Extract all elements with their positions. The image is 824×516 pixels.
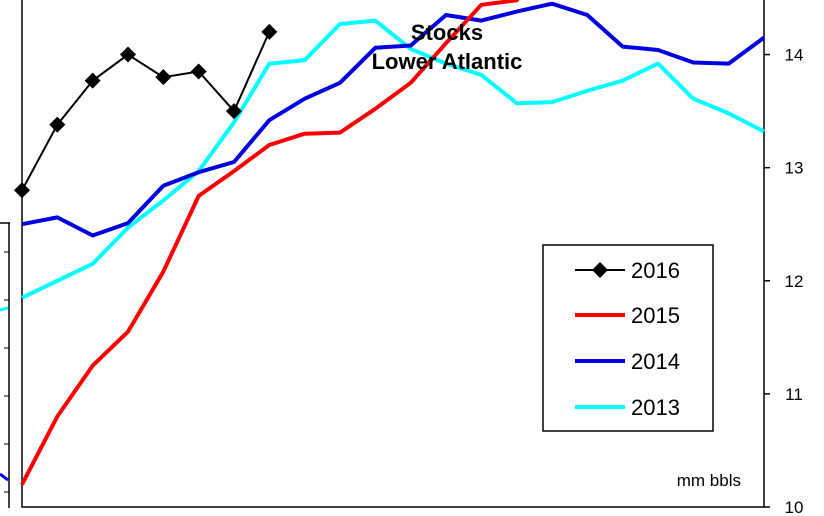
legend-label-2015: 2015	[631, 303, 680, 328]
y-tick-label: 11	[785, 385, 803, 404]
legend-box	[542, 244, 714, 432]
series-line-2013	[21, 18, 765, 300]
series-line-2015	[20, 0, 520, 486]
legend-marker-2016	[592, 262, 608, 278]
data-point-2016	[155, 69, 172, 86]
data-point-2016	[226, 103, 242, 120]
legend: 2016 2015 2014 2013	[542, 244, 714, 432]
data-point-2016	[14, 182, 30, 199]
chart-title-line2: Lower Atlantic	[372, 49, 523, 74]
data-point-2016	[261, 23, 278, 40]
unit-label: mm bbls	[677, 471, 741, 490]
data-point-2016	[190, 63, 207, 80]
adjacent-chart-fragment	[0, 222, 10, 508]
data-point-2016	[120, 46, 136, 63]
chart-title-line1: Stocks	[411, 20, 483, 45]
y-tick-label: 10	[785, 498, 804, 516]
y-tick-label: 13	[785, 159, 804, 178]
series-layer	[14, 0, 766, 486]
data-point-2016	[49, 116, 66, 133]
y-tick-label: 12	[785, 272, 804, 291]
legend-label-2013: 2013	[631, 395, 680, 420]
data-point-2016	[84, 72, 101, 89]
y-tick-label: 14	[785, 46, 804, 65]
legend-label-2016: 2016	[631, 258, 680, 283]
series-line-2016	[21, 31, 271, 191]
y-axis: 10 11 12 13 14	[764, 46, 803, 516]
plot-frame	[21, 0, 765, 508]
legend-label-2014: 2014	[631, 349, 680, 374]
series-line-2014	[21, 1, 766, 238]
